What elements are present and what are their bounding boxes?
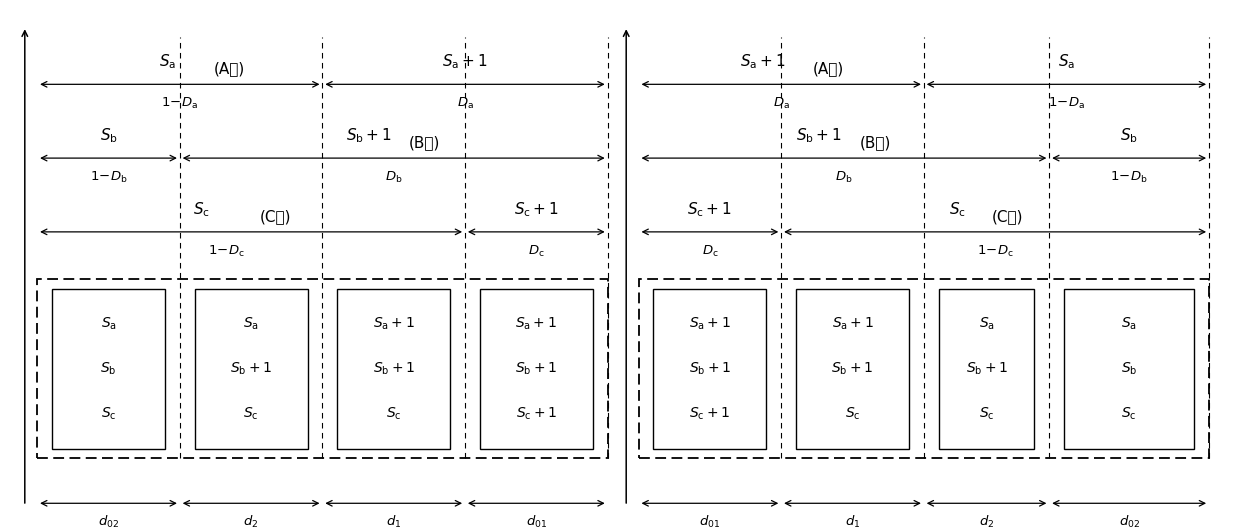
Bar	[1064, 289, 1194, 449]
Text: $S_{\rm c}+1$: $S_{\rm c}+1$	[513, 200, 559, 219]
Text: $S_{\rm c}+1$: $S_{\rm c}+1$	[689, 406, 730, 422]
Text: $d_1$: $d_1$	[386, 514, 402, 527]
Text: (C相): (C相)	[260, 209, 291, 224]
Text: $S_{\rm b}$: $S_{\rm b}$	[1120, 126, 1138, 145]
Text: $S_{\rm c}$: $S_{\rm c}$	[844, 406, 861, 422]
Text: $S_{\rm c}$: $S_{\rm c}$	[386, 406, 402, 422]
Text: $S_{\rm b}+1$: $S_{\rm b}+1$	[796, 126, 842, 145]
Bar	[52, 289, 165, 449]
Bar	[639, 279, 1209, 458]
Text: $S_{\rm c}$: $S_{\rm c}$	[1121, 406, 1137, 422]
Bar	[796, 289, 909, 449]
Bar	[480, 289, 593, 449]
Text: $d_2$: $d_2$	[978, 514, 994, 527]
Text: $S_{\rm a}+1$: $S_{\rm a}+1$	[689, 316, 730, 332]
Text: $S_{\rm a}+1$: $S_{\rm a}+1$	[516, 316, 557, 332]
Text: $d_{01}$: $d_{01}$	[699, 514, 720, 527]
Text: $D_{\rm a}$: $D_{\rm a}$	[773, 96, 790, 111]
Text: $S_{\rm b}+1$: $S_{\rm b}+1$	[966, 360, 1008, 377]
Text: $S_{\rm c}$: $S_{\rm c}$	[243, 406, 259, 422]
Text: $S_{\rm a}+1$: $S_{\rm a}+1$	[373, 316, 414, 332]
Text: $S_{\rm b}+1$: $S_{\rm b}+1$	[231, 360, 272, 377]
Text: $S_{\rm b}+1$: $S_{\rm b}+1$	[689, 360, 730, 377]
Bar	[653, 289, 766, 449]
Text: $S_{\rm c}$: $S_{\rm c}$	[193, 200, 210, 219]
Text: $D_{\rm c}$: $D_{\rm c}$	[528, 243, 544, 259]
Text: $S_{\rm a}$: $S_{\rm a}$	[243, 316, 259, 332]
Text: (A相): (A相)	[213, 62, 246, 76]
Text: $S_{\rm c}+1$: $S_{\rm c}+1$	[687, 200, 733, 219]
Text: $d_2$: $d_2$	[243, 514, 259, 527]
Text: $D_{\rm b}$: $D_{\rm b}$	[836, 170, 853, 185]
Text: $S_{\rm b}+1$: $S_{\rm b}+1$	[832, 360, 873, 377]
Bar	[337, 289, 450, 449]
Text: $1\!-\!D_{\rm a}$: $1\!-\!D_{\rm a}$	[1048, 96, 1085, 111]
Text: $D_{\rm a}$: $D_{\rm a}$	[456, 96, 474, 111]
Text: $S_{\rm b}$: $S_{\rm b}$	[99, 126, 118, 145]
Text: (A相): (A相)	[812, 62, 844, 76]
Text: $S_{\rm b}+1$: $S_{\rm b}+1$	[373, 360, 414, 377]
Text: $S_{\rm c}$: $S_{\rm c}$	[978, 406, 994, 422]
Text: $d_{01}$: $d_{01}$	[526, 514, 547, 527]
Text: $S_{\rm a}$: $S_{\rm a}$	[978, 316, 994, 332]
Text: $S_{\rm c}+1$: $S_{\rm c}+1$	[516, 406, 557, 422]
Text: $S_{\rm b}$: $S_{\rm b}$	[100, 360, 117, 377]
Text: $S_{\rm a}$: $S_{\rm a}$	[159, 53, 176, 71]
Text: $1\!-\!D_{\rm a}$: $1\!-\!D_{\rm a}$	[161, 96, 198, 111]
Text: $S_{\rm c}$: $S_{\rm c}$	[950, 200, 966, 219]
Text: $D_{\rm b}$: $D_{\rm b}$	[384, 170, 403, 185]
Bar	[939, 289, 1034, 449]
Text: $1\!-\!D_{\rm b}$: $1\!-\!D_{\rm b}$	[89, 170, 128, 185]
Text: $S_{\rm a}+1$: $S_{\rm a}+1$	[443, 53, 487, 71]
Text: $S_{\rm b}+1$: $S_{\rm b}+1$	[346, 126, 392, 145]
Text: $1\!-\!D_{\rm c}$: $1\!-\!D_{\rm c}$	[208, 243, 244, 259]
Text: $S_{\rm b}$: $S_{\rm b}$	[1121, 360, 1137, 377]
Text: $S_{\rm a}$: $S_{\rm a}$	[1058, 53, 1075, 71]
Text: $d_{02}$: $d_{02}$	[98, 514, 119, 527]
Text: $S_{\rm a}+1$: $S_{\rm a}+1$	[740, 53, 785, 71]
Bar	[195, 289, 308, 449]
Text: $d_1$: $d_1$	[844, 514, 861, 527]
Text: $S_{\rm a}$: $S_{\rm a}$	[100, 316, 117, 332]
Text: $d_{02}$: $d_{02}$	[1118, 514, 1140, 527]
Bar	[37, 279, 608, 458]
Text: $D_{\rm c}$: $D_{\rm c}$	[702, 243, 718, 259]
Text: (C相): (C相)	[992, 209, 1023, 224]
Text: $S_{\rm c}$: $S_{\rm c}$	[100, 406, 117, 422]
Text: $1\!-\!D_{\rm c}$: $1\!-\!D_{\rm c}$	[977, 243, 1013, 259]
Text: $1\!-\!D_{\rm b}$: $1\!-\!D_{\rm b}$	[1110, 170, 1148, 185]
Text: $S_{\rm b}+1$: $S_{\rm b}+1$	[516, 360, 557, 377]
Text: $S_{\rm a}$: $S_{\rm a}$	[1121, 316, 1137, 332]
Text: $S_{\rm a}+1$: $S_{\rm a}+1$	[832, 316, 873, 332]
Text: (B相): (B相)	[409, 135, 440, 150]
Text: (B相): (B相)	[859, 135, 890, 150]
